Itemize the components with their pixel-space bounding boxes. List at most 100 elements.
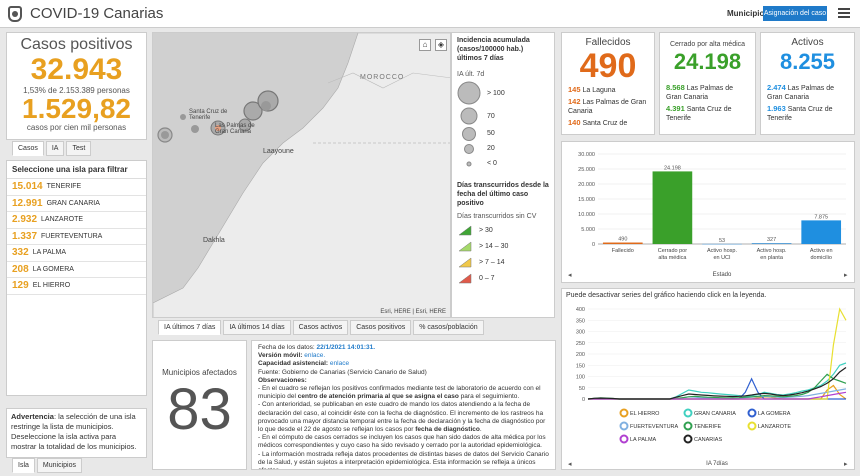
map-label-laayoune: Laayoune	[263, 148, 294, 155]
class-swatch	[458, 225, 472, 236]
line-series[interactable]	[587, 367, 847, 400]
fallecidos-item: 142 Las Palmas de Gran Canaria	[562, 96, 654, 117]
bar-category-label: Cerrado por alta médica	[658, 248, 688, 261]
island-count: 332	[12, 247, 29, 259]
size-circle	[460, 107, 478, 125]
series-legend-label[interactable]: LANZAROTE	[758, 424, 791, 430]
scroll-right-icon[interactable]: ▸	[844, 272, 848, 279]
series-legend-marker[interactable]	[747, 408, 757, 418]
movil-label: Versión móvil:	[258, 352, 303, 360]
line-ytick-label: 0	[582, 397, 585, 403]
bar[interactable]	[801, 220, 842, 244]
series-legend-label[interactable]: LA GOMERA	[758, 411, 791, 417]
size-label: < 0	[487, 160, 497, 167]
map-view[interactable]: MOROCCO Laayoune Dakhla Santa Cruz de Te…	[152, 32, 451, 318]
line-ytick-label: 50	[579, 386, 585, 392]
series-legend-marker[interactable]	[683, 434, 693, 444]
obs-4: - La información mostrada refleja datos …	[258, 450, 549, 469]
map-legend: Incidencia acumulada (casos/100000 hab.)…	[451, 32, 555, 318]
bar[interactable]	[751, 243, 792, 244]
casos-positivos-label: Casos positivos	[20, 36, 133, 53]
bar-category-label: Activo en domicilio	[810, 248, 833, 261]
series-legend-marker[interactable]	[683, 408, 693, 418]
line-ytick-label: 400	[576, 307, 585, 313]
bar-data-label: 7.875	[814, 214, 828, 220]
tab-isla[interactable]: Isla	[12, 458, 35, 473]
series-legend-label[interactable]: CANARIAS	[694, 437, 722, 443]
bar-data-label: 24.198	[664, 165, 681, 171]
island-row[interactable]: 12.991 GRAN CANARIA	[7, 196, 146, 212]
series-legend-marker[interactable]	[619, 421, 629, 431]
class-label: > 7 – 14	[479, 258, 505, 266]
tab-test[interactable]: Test	[66, 141, 92, 156]
tab-ia[interactable]: IA	[45, 141, 65, 156]
scroll-left-icon[interactable]: ◂	[568, 272, 572, 279]
bar[interactable]	[652, 171, 693, 244]
series-legend-marker[interactable]	[683, 421, 693, 431]
size-legend-item: 70	[457, 106, 549, 126]
class-swatch	[458, 257, 472, 268]
bar-ytick-label: 25.000	[578, 167, 595, 173]
map-canvas[interactable]	[153, 33, 451, 318]
fecha-label: Fecha de los datos:	[258, 344, 315, 351]
home-icon[interactable]: ⌂	[419, 39, 431, 51]
bar-category-label: Activo hosp. en UCI	[707, 248, 737, 261]
island-row[interactable]: 208 LA GOMERA	[7, 262, 146, 278]
series-legend-marker[interactable]	[619, 434, 629, 444]
movil-link[interactable]: enlace.	[304, 352, 326, 360]
series-legend-label[interactable]: LA PALMA	[630, 437, 657, 443]
scroll-left-icon[interactable]: ◂	[568, 461, 572, 468]
size-legend-item: 50	[457, 126, 549, 141]
series-legend-marker[interactable]	[747, 421, 757, 431]
island-row[interactable]: 15.014 TENERIFE	[7, 179, 146, 196]
island-row[interactable]: 129 EL HIERRO	[7, 278, 146, 295]
ia-chart-panel: Puede desactivar series del gráfico haci…	[561, 288, 855, 470]
advertencia-tabs: Isla Municipios	[12, 458, 84, 473]
tab-ia-7[interactable]: IA últimos 7 días	[158, 320, 222, 335]
tab-ia-14[interactable]: IA últimos 14 días	[223, 320, 291, 335]
item-name: Las Palmas de Gran Canaria	[666, 85, 734, 101]
line-ytick-label: 250	[576, 341, 585, 347]
capacidad-link[interactable]: enlace	[329, 360, 350, 368]
bar-data-label: 53	[719, 238, 725, 244]
series-legend-label[interactable]: FUERTEVENTURA	[630, 424, 679, 430]
island-row[interactable]: 2.932 LANZAROTE	[7, 212, 146, 229]
obs-1a: - En el cuadro se reflejan los positivos…	[258, 385, 541, 401]
tab-casos-activos[interactable]: Casos activos	[292, 320, 349, 335]
class-swatch	[458, 241, 472, 252]
island-list-panel: Seleccione una isla para filtrar 15.014 T…	[6, 160, 147, 396]
item-name: Las Palmas de Gran Canaria	[767, 85, 835, 101]
size-label: 20	[487, 145, 495, 152]
estado-bar-chart[interactable]: 0 5.000 10.000 15.000 20.000 25.000 30.000 490 F…	[562, 142, 856, 284]
tab-pct-poblacion[interactable]: % casos/población	[413, 320, 484, 335]
municipios-label: Municipios afectados	[162, 368, 237, 377]
series-legend-label[interactable]: GRAN CANARIA	[694, 411, 736, 417]
layers-icon[interactable]: ◈	[435, 39, 447, 51]
size-label: > 100	[487, 89, 505, 97]
ia-line-chart[interactable]: 0 50 100 150 200 250 300 350 400 EL HIERRO GRAN CA…	[562, 303, 856, 471]
island-row[interactable]: 332 LA PALMA	[7, 245, 146, 262]
series-legend-label[interactable]: TENERIFE	[694, 424, 722, 430]
asignacion-caso-button[interactable]: Asignación del caso	[763, 6, 827, 21]
size-legend-item: < 0	[457, 156, 549, 171]
cerrado-item: 4.391 Santa Cruz de Tenerife	[660, 103, 755, 124]
island-count: 2.932	[12, 214, 38, 226]
bar[interactable]	[602, 242, 643, 244]
tab-casos[interactable]: Casos	[12, 141, 44, 156]
series-legend-marker[interactable]	[619, 408, 629, 418]
island-row[interactable]: 1.337 FUERTEVENTURA	[7, 229, 146, 245]
advertencia-bold: Advertencia	[11, 412, 54, 421]
bar[interactable]	[702, 243, 742, 245]
series-legend-label[interactable]: EL HIERRO	[630, 411, 660, 417]
obs-1b: centro de atención primaria al que se as…	[297, 393, 459, 401]
line-ytick-label: 150	[576, 363, 585, 369]
scroll-right-icon[interactable]: ▸	[844, 461, 848, 468]
map-attribution: Esri, HERE | Esri, HERE	[380, 309, 446, 315]
tab-casos-positivos[interactable]: Casos positivos	[350, 320, 412, 335]
line-ytick-label: 350	[576, 318, 585, 324]
tab-municipios[interactable]: Municipios	[36, 458, 82, 473]
item-count: 140	[568, 118, 581, 127]
menu-icon[interactable]	[838, 8, 850, 18]
line-series[interactable]	[587, 362, 847, 400]
casos-rate-label: casos por cien mil personas	[26, 123, 127, 132]
